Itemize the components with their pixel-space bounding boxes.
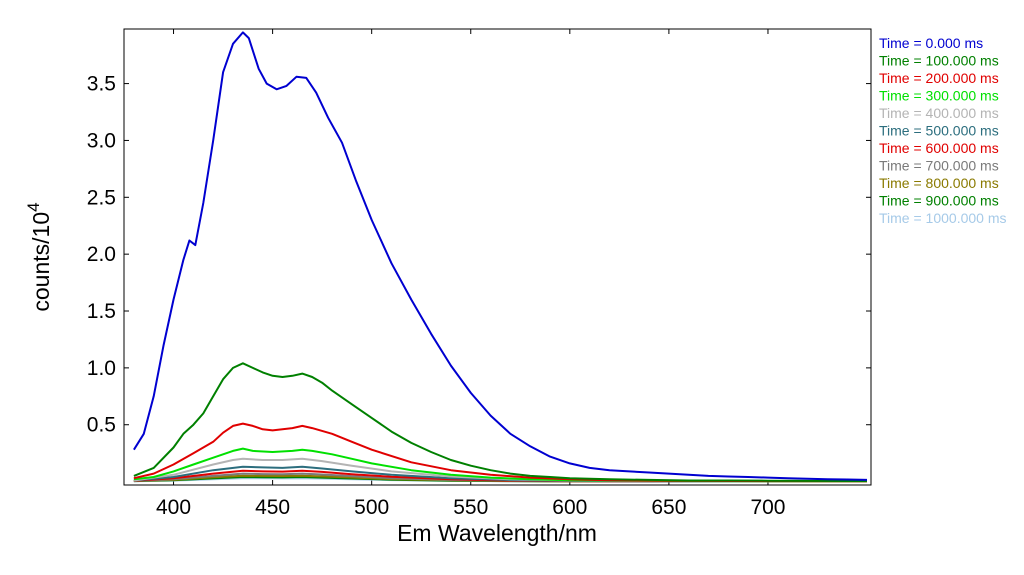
legend-entry: Time = 900.000 ms (879, 193, 999, 209)
y-tick-label: 2.0 (87, 243, 116, 266)
legend-entry: Time = 500.000 ms (879, 123, 999, 139)
x-tick-label: 400 (156, 496, 191, 519)
y-tick-label: 2.5 (87, 186, 116, 209)
y-tick-label: 3.0 (87, 129, 116, 152)
legend-entry: Time = 100.000 ms (879, 53, 999, 69)
series-line (133, 422, 868, 483)
x-axis-title: Em Wavelength/nm (397, 520, 597, 546)
legend-entry: Time = 200.000 ms (879, 70, 999, 86)
x-tick-label: 450 (255, 496, 290, 519)
series-line (133, 31, 868, 481)
legend-entry: Time = 600.000 ms (879, 140, 999, 156)
x-tick-label: 600 (552, 496, 587, 519)
series-line (133, 447, 868, 483)
series-line (133, 362, 867, 482)
legend-entry: Time = 400.000 ms (879, 105, 999, 121)
y-tick-label: 3.5 (87, 73, 116, 96)
plot-area (123, 28, 872, 486)
series-group (133, 31, 868, 483)
legend-entry: Time = 1000.000 ms (879, 210, 1007, 226)
y-tick-label: 1.0 (87, 357, 116, 380)
legend-entry: Time = 300.000 ms (879, 88, 999, 104)
y-tick-label: 1.5 (87, 300, 116, 323)
x-tick-label: 700 (750, 496, 785, 519)
legend-entry: Time = 0.000 ms (879, 35, 983, 51)
legend-entry: Time = 800.000 ms (879, 175, 999, 191)
x-tick-label: 650 (651, 496, 686, 519)
y-tick-label: 0.5 (87, 414, 116, 437)
y-axis-title-base: counts/10 (28, 212, 54, 312)
svg-text:counts/104: counts/104 (24, 202, 54, 311)
x-tick-label: 550 (453, 496, 488, 519)
y-axis-title-exponent: 4 (24, 202, 43, 211)
y-axis-title: counts/104 (24, 202, 54, 311)
legend-entry: Time = 700.000 ms (879, 158, 999, 174)
plot-frame (123, 28, 872, 486)
y-axis: 0.5 1.0 1.5 2.0 2.5 3.0 3.5 (87, 73, 871, 437)
x-tick-label: 500 (354, 496, 389, 519)
